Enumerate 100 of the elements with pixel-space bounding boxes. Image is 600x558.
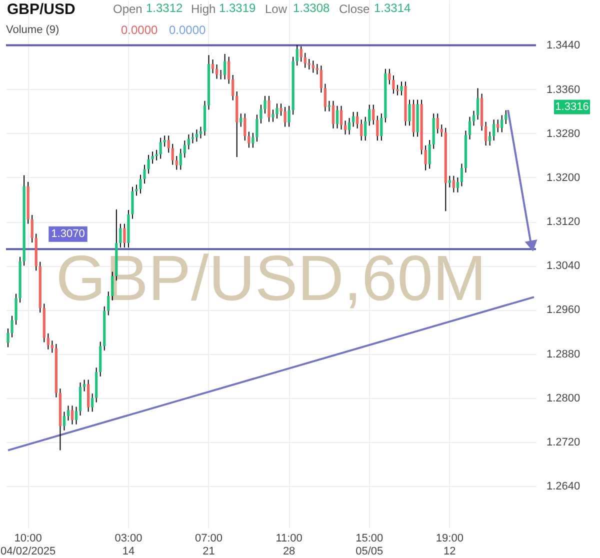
candlestick bbox=[276, 103, 278, 119]
candlestick bbox=[344, 120, 347, 135]
x-tick-label: 15:00 05/05 bbox=[356, 532, 384, 558]
candlestick bbox=[284, 106, 286, 128]
candlestick bbox=[228, 56, 230, 84]
candlestick bbox=[268, 95, 270, 122]
candlestick bbox=[248, 131, 250, 148]
candlestick bbox=[175, 155, 178, 170]
candlestick bbox=[460, 163, 464, 187]
candlestick bbox=[448, 175, 451, 188]
y-tick-label: 1.3280 bbox=[546, 128, 580, 140]
candlestick bbox=[356, 111, 359, 129]
candlestick bbox=[46, 332, 50, 350]
candlestick bbox=[264, 95, 266, 114]
candlestick bbox=[312, 60, 314, 74]
candlestick bbox=[10, 315, 14, 338]
candlestick bbox=[288, 105, 290, 128]
candlestick bbox=[504, 110, 508, 125]
candlestick bbox=[476, 88, 480, 120]
candlestick bbox=[380, 113, 383, 142]
candlestick bbox=[372, 104, 375, 126]
candlestick bbox=[300, 46, 302, 62]
candlestick bbox=[224, 54, 226, 80]
text: 1.3316 bbox=[555, 101, 589, 113]
candlestick bbox=[368, 104, 371, 126]
annotation: Open 1.3312 bbox=[113, 1, 184, 16]
annotation: Low 1.3308 bbox=[265, 1, 330, 16]
x-tick-label: 19:00 12 bbox=[436, 532, 464, 558]
y-tick-label: 1.2880 bbox=[546, 348, 580, 360]
x-tick-label: 11:00 28 bbox=[276, 532, 302, 558]
y-tick-label: 1.3200 bbox=[546, 172, 580, 184]
chart-title: GBP/USD bbox=[7, 1, 76, 18]
candlestick bbox=[396, 84, 399, 96]
y-tick-label: 1.3360 bbox=[546, 84, 580, 96]
candlestick bbox=[151, 151, 154, 164]
y-tick-label: 1.2720 bbox=[546, 436, 580, 449]
candlestick bbox=[70, 405, 74, 425]
candlestick bbox=[179, 148, 182, 170]
annotation: High 1.3319 bbox=[191, 1, 256, 16]
candlestick bbox=[332, 100, 335, 129]
candlestick bbox=[488, 131, 492, 146]
candlestick bbox=[167, 135, 170, 154]
y-tick-label: 1.2800 bbox=[546, 392, 580, 404]
x-tick-label: 03:00 14 bbox=[114, 532, 142, 558]
candlestick bbox=[252, 132, 254, 148]
candlestick bbox=[240, 113, 242, 128]
x-tick-label: 10:00 04/02/2025 bbox=[0, 532, 56, 558]
candlestick bbox=[496, 119, 500, 133]
candlestick bbox=[272, 109, 274, 122]
candlestick bbox=[260, 104, 262, 124]
candlestick bbox=[211, 59, 214, 74]
candlestick bbox=[452, 175, 455, 193]
candlestick bbox=[50, 340, 54, 354]
candlestick bbox=[171, 143, 174, 166]
candlestick bbox=[348, 117, 351, 135]
candlestick bbox=[352, 111, 355, 128]
y-tick-label: 1.3120 bbox=[546, 216, 580, 228]
candlestick bbox=[82, 379, 86, 392]
candlestick bbox=[360, 119, 363, 142]
candlestick bbox=[304, 52, 306, 68]
candlestick bbox=[199, 126, 202, 139]
y-tick-label: 1.2960 bbox=[546, 304, 580, 316]
candlestick bbox=[408, 99, 411, 126]
candlestick bbox=[87, 379, 90, 412]
annotation: Volume (9) bbox=[6, 24, 60, 36]
candlestick bbox=[336, 105, 339, 129]
candlestick bbox=[392, 75, 395, 94]
candlestick bbox=[256, 114, 258, 142]
candlestick bbox=[232, 74, 234, 101]
y-tick-label: 1.3040 bbox=[546, 260, 580, 272]
candlestick bbox=[91, 393, 94, 412]
y-tick-label: 1.3440 bbox=[546, 40, 580, 52]
candlestick bbox=[183, 140, 186, 158]
candlestick bbox=[296, 44, 298, 66]
candlestick bbox=[191, 132, 194, 144]
x-tick-label: 07:00 21 bbox=[195, 532, 223, 558]
annotation: 0.0000 bbox=[121, 23, 158, 37]
candlestick bbox=[324, 83, 327, 112]
candlestick bbox=[131, 186, 134, 220]
candlestick bbox=[340, 105, 343, 130]
candlestick bbox=[123, 223, 126, 248]
candlestick bbox=[139, 174, 142, 194]
candlestick bbox=[135, 184, 138, 196]
annotation: Close 1.3314 bbox=[339, 1, 412, 16]
candlestick bbox=[244, 113, 246, 142]
candlestick bbox=[30, 214, 34, 244]
candlestick bbox=[468, 116, 472, 140]
annotation: 0.0000 bbox=[169, 23, 206, 37]
candlestick bbox=[74, 406, 78, 425]
candlestick bbox=[66, 405, 70, 422]
candlestick bbox=[376, 115, 379, 142]
candlestick bbox=[62, 411, 66, 431]
candlestick bbox=[472, 110, 476, 126]
candlestick bbox=[159, 137, 162, 160]
candlestick bbox=[388, 68, 391, 85]
candlestick bbox=[456, 176, 460, 193]
candlestick bbox=[428, 139, 431, 170]
candlestick bbox=[484, 121, 488, 146]
candlestick bbox=[215, 64, 218, 80]
candlestick bbox=[6, 328, 10, 348]
